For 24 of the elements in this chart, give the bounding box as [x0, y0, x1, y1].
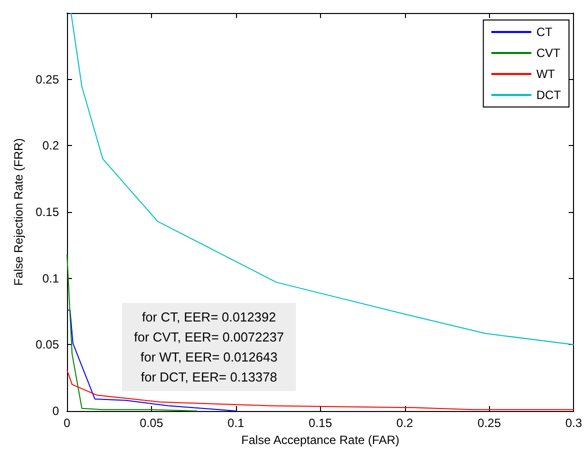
annotation: for WT, EER= 0.012643 — [140, 350, 278, 364]
line-series — [70, 12, 574, 346]
x-tick-label: 0.2 — [396, 416, 414, 430]
x-tick-label: 0.15 — [308, 416, 332, 430]
annotation: for CT, EER= 0.012392 — [142, 310, 276, 324]
y-tick-label: 0.05 — [36, 338, 60, 352]
y-tick-label: 0.25 — [36, 72, 60, 86]
annotation: for CVT, EER= 0.0072237 — [134, 330, 284, 344]
x-tick-label: 0.3 — [565, 416, 582, 430]
y-tick-label: 0.15 — [36, 205, 60, 219]
x-tick-label: 0.05 — [140, 416, 164, 430]
y-tick-label: 0.2 — [42, 138, 60, 153]
legend-label: CVT — [536, 46, 562, 60]
y-tick-label: 0 — [52, 404, 60, 418]
annotation: for DCT, EER= 0.13378 — [140, 370, 278, 384]
x-axis-title: False Acceptance Rate (FAR) — [241, 432, 400, 447]
x-tick-label: 0.25 — [478, 416, 502, 430]
y-tick-label: 0.1 — [42, 271, 60, 286]
x-tick-label: 0 — [64, 416, 71, 430]
legend-label: CT — [536, 25, 554, 39]
x-tick-label: 0.1 — [228, 416, 245, 430]
legend-label: WT — [536, 67, 556, 81]
legend-label: DCT — [536, 88, 562, 102]
y-axis-title: False Rejection Rate (FRR) — [12, 138, 26, 286]
